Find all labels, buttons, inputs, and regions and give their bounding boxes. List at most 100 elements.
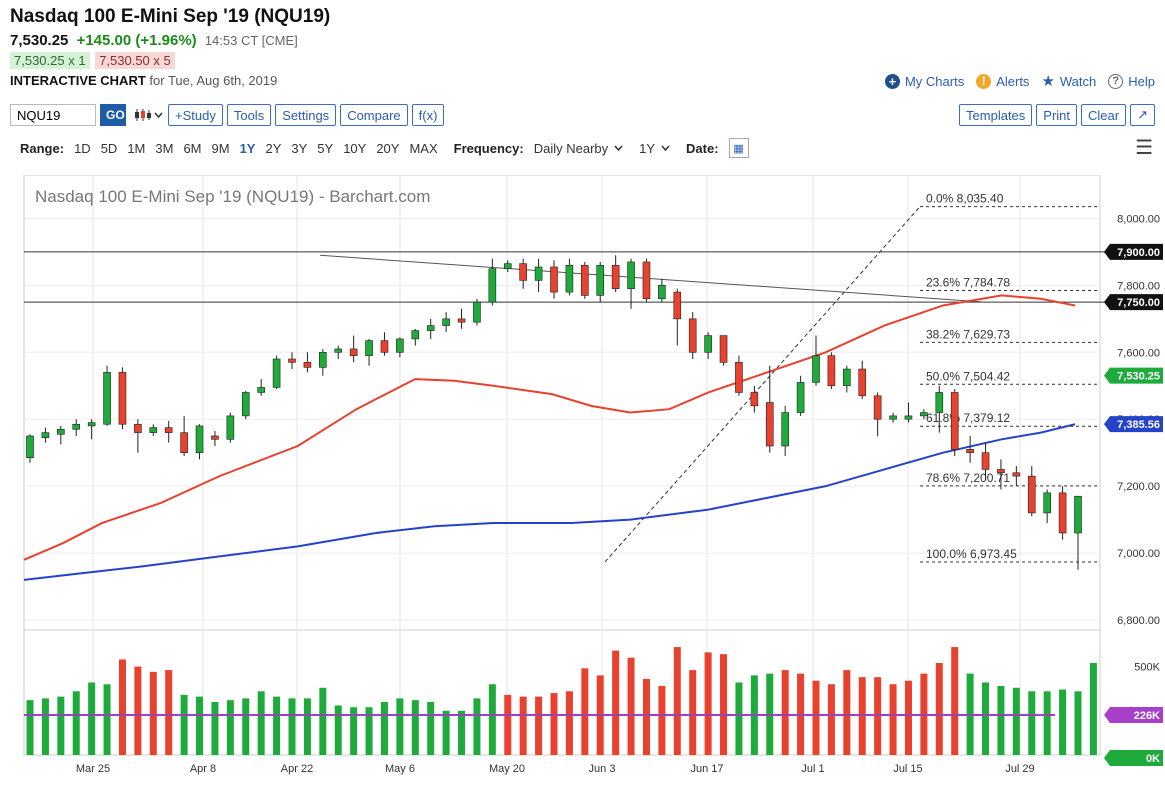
- volume-bar: [226, 700, 234, 755]
- candle-body: [735, 362, 743, 393]
- alerts-label: Alerts: [996, 73, 1030, 89]
- candle-body: [920, 412, 928, 417]
- range-option-5y[interactable]: 5Y: [317, 140, 334, 156]
- candle-body: [935, 392, 944, 413]
- volume-bar: [458, 710, 466, 755]
- quote-time: 14:53 CT [CME]: [204, 33, 298, 48]
- menu-icon[interactable]: ☰: [1135, 137, 1153, 159]
- price-badge-shape: [1104, 367, 1163, 384]
- range-option-2y[interactable]: 2Y: [265, 140, 282, 156]
- expand-button[interactable]: ↗: [1130, 104, 1155, 126]
- volume-bar: [488, 684, 496, 755]
- templates-button[interactable]: Templates: [959, 104, 1033, 126]
- candle-body: [396, 338, 404, 353]
- fib-level-label: 78.6% 7,200.71: [926, 471, 1010, 485]
- candle-body: [642, 261, 651, 300]
- candle-body: [765, 402, 774, 447]
- print-button[interactable]: Print: [1036, 104, 1078, 126]
- help-link[interactable]: ? Help: [1108, 73, 1155, 89]
- tools-button[interactable]: Tools: [226, 104, 272, 126]
- volume-bar: [411, 700, 419, 755]
- volume-badge-shape: [1104, 750, 1163, 766]
- volume-bar: [673, 647, 681, 755]
- volume-bar: [535, 696, 543, 755]
- clear-button[interactable]: Clear: [1081, 104, 1127, 126]
- range-option-6m[interactable]: 6M: [183, 140, 202, 156]
- range-option-3y[interactable]: 3Y: [291, 140, 308, 156]
- range-option-max[interactable]: MAX: [409, 140, 438, 156]
- y-tick-label: 7,600.00: [1117, 347, 1160, 359]
- volume-bar: [118, 659, 126, 755]
- volume-badge-shape: [1104, 707, 1163, 724]
- price-line: 7,530.25 +145.00 (+1.96%) 14:53 CT [CME]: [10, 32, 298, 49]
- y-tick-label: 7,000.00: [1117, 548, 1160, 560]
- symbol-input[interactable]: [10, 104, 96, 126]
- candle-body: [473, 301, 481, 323]
- alerts-link[interactable]: ! Alerts: [976, 73, 1030, 89]
- chart-type-select[interactable]: [130, 104, 164, 126]
- candle-body: [997, 469, 1005, 474]
- price-chart[interactable]: Mar 25 Apr 8 Apr 22 May 6 May 20 Jun 3 Jun 17 J…: [0, 174, 1165, 785]
- range-option-1m[interactable]: 1M: [127, 140, 146, 156]
- volume-bar: [196, 696, 204, 755]
- candle-body: [72, 423, 81, 430]
- study-button[interactable]: +Study: [168, 104, 223, 126]
- help-label: Help: [1128, 73, 1155, 89]
- trendline: [319, 254, 986, 303]
- range-option-5d[interactable]: 5D: [100, 140, 118, 156]
- chevron-down-icon: [661, 145, 670, 151]
- volume-bar: [504, 694, 512, 755]
- range-option-10y[interactable]: 10Y: [343, 140, 367, 156]
- frequency-select[interactable]: Daily Nearby: [534, 141, 623, 156]
- candle-body: [781, 412, 789, 447]
- volume-bar: [858, 677, 866, 755]
- chart-date: for Tue, Aug 6th, 2019: [149, 73, 278, 88]
- x-tick-label: Mar 25: [76, 763, 110, 775]
- price-badge-shape: [1104, 294, 1163, 311]
- period-select[interactable]: 1Y: [639, 141, 670, 156]
- volume-bar: [396, 698, 404, 755]
- volume-bar: [442, 710, 450, 755]
- calendar-icon[interactable]: ▦: [728, 138, 749, 158]
- compare-button[interactable]: Compare: [340, 104, 408, 126]
- candle-body: [365, 340, 373, 356]
- price-badge: 7,385.56: [1104, 416, 1163, 433]
- ma200-line: [23, 423, 1076, 581]
- fx-button[interactable]: f(x): [411, 104, 445, 126]
- volume-bar: [1012, 687, 1020, 755]
- volume-bar: [288, 698, 296, 755]
- price-change: +145.00 (+1.96%): [76, 32, 197, 49]
- price-badge-label: 7,530.25: [1117, 371, 1160, 383]
- candle-body: [519, 263, 527, 281]
- range-option-1y[interactable]: 1Y: [239, 140, 256, 156]
- chart-area[interactable]: Mar 25 Apr 8 Apr 22 May 6 May 20 Jun 3 Jun 17 J…: [0, 174, 1165, 785]
- watch-link[interactable]: ★ Watch: [1041, 72, 1096, 90]
- range-option-1d[interactable]: 1D: [74, 140, 91, 156]
- volume-bar: [704, 652, 712, 755]
- price-badge-shape: [1104, 416, 1163, 433]
- candle-body: [257, 387, 265, 393]
- candle-body: [827, 355, 836, 387]
- my-charts-link[interactable]: + My Charts: [884, 73, 964, 89]
- y-tick-label: 8,000.00: [1117, 213, 1160, 225]
- candle-body: [241, 392, 250, 417]
- candle-body: [611, 265, 620, 290]
- candle-body: [164, 427, 173, 433]
- volume-bar: [812, 680, 820, 755]
- help-icon: ?: [1108, 73, 1124, 89]
- volume-bar: [997, 686, 1005, 755]
- volume-bar: [350, 707, 358, 755]
- candle-body: [488, 268, 497, 303]
- volume-bar: [951, 647, 959, 755]
- candle-body: [288, 358, 296, 363]
- go-button[interactable]: GO: [100, 104, 126, 126]
- range-option-3m[interactable]: 3M: [155, 140, 174, 156]
- volume-badge-label: 0K: [1146, 753, 1160, 765]
- volume-bar: [26, 700, 34, 755]
- range-option-9m[interactable]: 9M: [211, 140, 230, 156]
- range-option-20y[interactable]: 20Y: [376, 140, 400, 156]
- candle-body: [673, 291, 682, 320]
- volume-bar: [904, 680, 912, 755]
- period-value: 1Y: [639, 140, 656, 156]
- settings-button[interactable]: Settings: [275, 104, 337, 126]
